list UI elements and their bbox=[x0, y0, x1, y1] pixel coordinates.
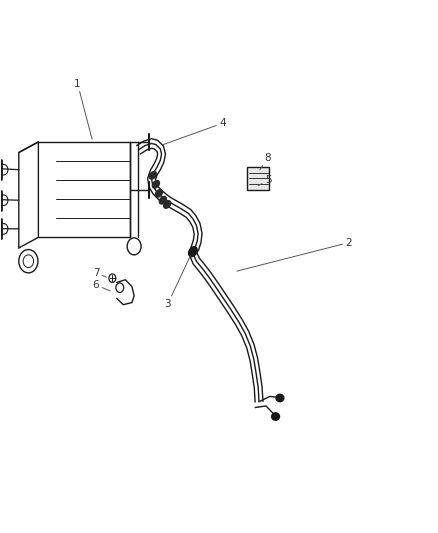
Ellipse shape bbox=[159, 197, 166, 204]
Ellipse shape bbox=[164, 201, 171, 208]
Ellipse shape bbox=[272, 413, 279, 420]
Ellipse shape bbox=[149, 172, 156, 179]
Text: 5: 5 bbox=[258, 175, 271, 185]
Ellipse shape bbox=[155, 190, 162, 197]
Text: 3: 3 bbox=[165, 256, 191, 309]
Ellipse shape bbox=[152, 181, 159, 188]
Ellipse shape bbox=[276, 394, 284, 402]
Text: 2: 2 bbox=[237, 238, 352, 271]
Text: 4: 4 bbox=[163, 118, 226, 144]
Text: 7: 7 bbox=[93, 268, 106, 278]
Bar bbox=[247, 167, 269, 190]
Text: 6: 6 bbox=[93, 280, 110, 291]
Text: 8: 8 bbox=[260, 153, 271, 170]
Ellipse shape bbox=[189, 247, 197, 256]
Text: 1: 1 bbox=[74, 78, 92, 139]
